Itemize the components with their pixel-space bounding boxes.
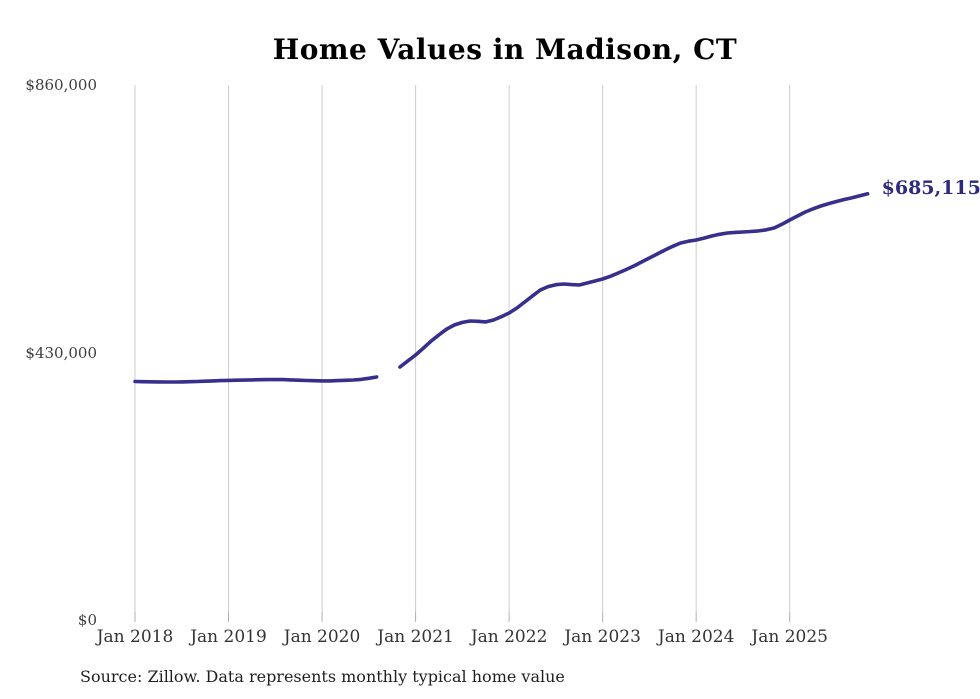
- x-axis-label: Jan 2022: [470, 627, 548, 647]
- x-axis-label: Jan 2023: [564, 627, 641, 647]
- chart-title: Home Values in Madison, CT: [272, 33, 738, 66]
- y-axis-label: $430,000: [25, 343, 97, 362]
- x-axis-label: Jan 2020: [283, 627, 361, 647]
- source-note: Source: Zillow. Data represents monthly …: [80, 667, 565, 686]
- vertical-gridlines: [134, 85, 791, 612]
- x-axis-label: Jan 2019: [190, 627, 267, 647]
- x-axis-label: Jan 2018: [96, 627, 174, 647]
- y-axis-label: $860,000: [25, 76, 97, 94]
- x-axis-label: Jan 2024: [657, 627, 735, 647]
- y-axis-label: $0: [77, 611, 97, 629]
- plot-area: [133, 85, 870, 622]
- home-value-line: [133, 192, 870, 384]
- x-axis-label: Jan 2021: [377, 627, 454, 647]
- axis-ticks: [134, 612, 791, 622]
- x-axis-label: Jan 2025: [751, 627, 828, 647]
- end-value-label: $685,115: [881, 176, 980, 199]
